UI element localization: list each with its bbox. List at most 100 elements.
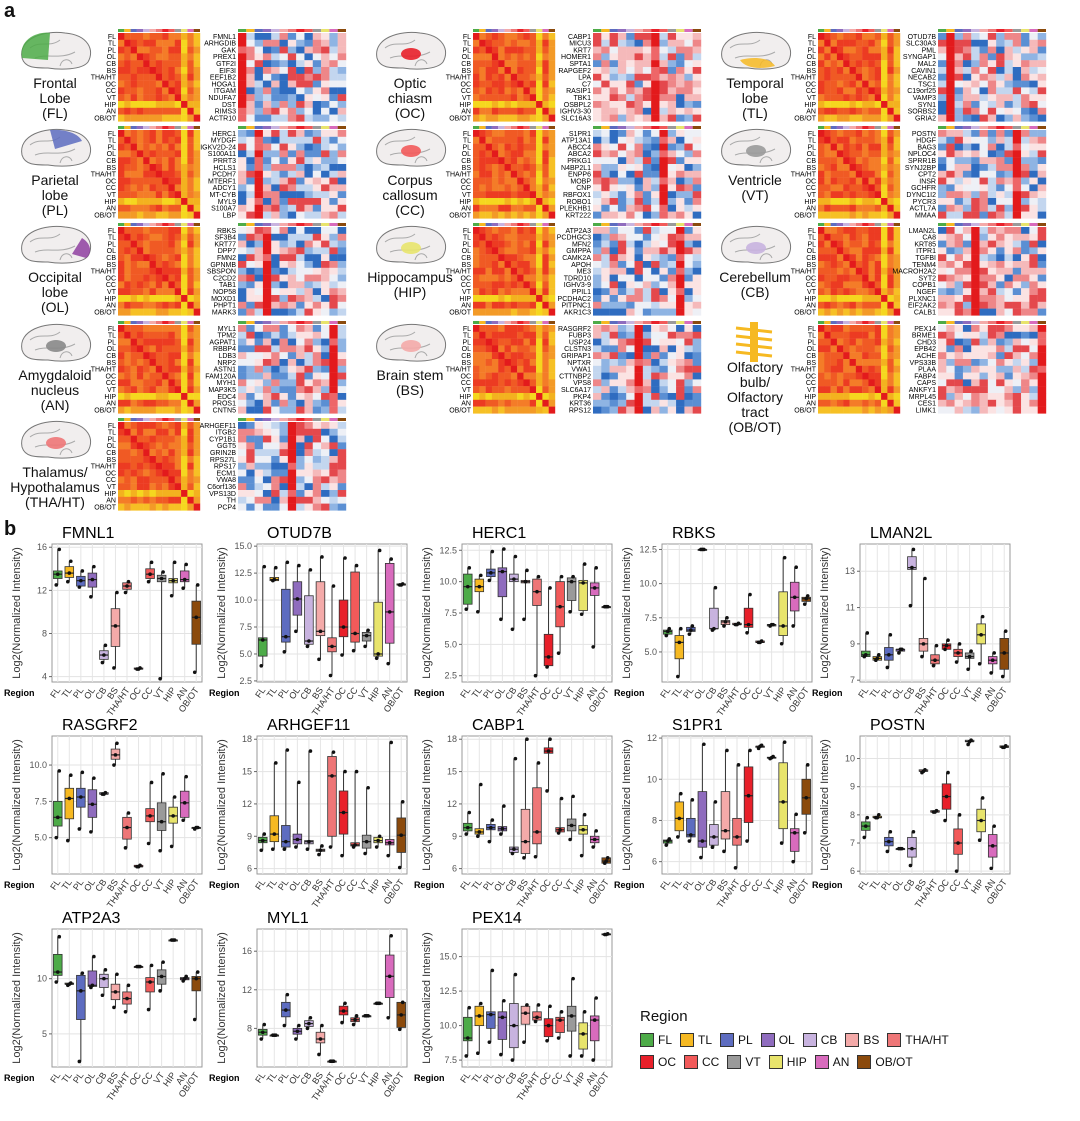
corr-cell: [162, 338, 169, 346]
gene-cell: [262, 204, 272, 212]
corr-cell: [893, 177, 901, 185]
region-color-strip: [676, 29, 685, 32]
gene-cell: [254, 428, 264, 436]
corr-cell: [893, 143, 901, 151]
corr-cell: [849, 73, 857, 81]
corr-row-label: TL: [463, 333, 471, 340]
corr-cell: [143, 204, 150, 212]
gene-cell: [946, 157, 955, 165]
corr-cell: [881, 365, 888, 373]
corr-cell: [836, 211, 844, 219]
corr-cell: [548, 170, 556, 178]
gene-cell: [979, 191, 989, 199]
corr-cell: [862, 39, 869, 47]
corr-cell: [542, 114, 549, 122]
gene-cell: [659, 130, 668, 137]
corr-cell: [855, 143, 863, 151]
region-color-strip: [262, 223, 272, 226]
corr-cell: [510, 60, 518, 68]
corr-cell: [136, 33, 144, 40]
region-color-strip: [473, 223, 480, 226]
corr-cell: [517, 240, 524, 248]
gene-cell: [254, 107, 264, 115]
gene-label: MOBP: [570, 178, 591, 185]
region-color-strip: [593, 223, 602, 226]
gene-cell: [296, 372, 305, 380]
corr-cell: [517, 191, 524, 199]
gene-cell: [254, 114, 264, 122]
gene-cell: [1037, 157, 1047, 165]
heatmap-panel: Temporal lobe (TL) FL TL PL OL CB BS THA/HT OC CC VT…: [700, 28, 1052, 125]
region-color-strip: [485, 321, 492, 324]
corr-cell: [536, 114, 543, 122]
corr-cell: [893, 325, 901, 332]
corr-row-label: VT: [807, 289, 817, 296]
corr-cell: [162, 80, 169, 88]
corr-cell: [548, 130, 556, 137]
gene-cell: [321, 274, 330, 282]
region-color-strip: [548, 126, 555, 129]
corr-cell: [118, 267, 125, 275]
gene-cell: [987, 191, 997, 199]
corr-cell: [536, 130, 543, 137]
gene-cell: [946, 301, 955, 309]
region-color-strip: [1021, 29, 1030, 32]
corr-cell: [548, 198, 556, 205]
corr-cell: [193, 456, 201, 463]
corr-cell: [491, 295, 499, 302]
gene-cell: [954, 114, 964, 122]
gene-label: ITGB2: [216, 430, 236, 437]
gene-cell: [996, 184, 1005, 192]
gene-cell: [1029, 227, 1038, 234]
corr-cell: [485, 233, 493, 241]
region-name-line: Olfactory: [726, 359, 783, 375]
gene-cell: [684, 345, 693, 353]
corr-row-label: OB/OT: [794, 212, 817, 219]
region-color-strip: [979, 223, 988, 226]
region-color-strip: [304, 418, 313, 421]
corr-cell: [517, 184, 524, 192]
gene-cell: [271, 483, 280, 491]
gene-cell: [279, 422, 289, 429]
corr-cell: [548, 211, 556, 219]
corr-cell: [818, 301, 825, 309]
gene-cell: [321, 295, 330, 302]
gene-cell: [254, 170, 264, 178]
corr-row-label: THA/HT: [791, 269, 817, 276]
corr-cell: [498, 107, 505, 115]
gene-cell: [1037, 60, 1047, 68]
corr-cell: [510, 53, 518, 61]
gene-cell: [279, 53, 289, 61]
corr-cell: [542, 338, 549, 346]
region-color-strip: [271, 321, 280, 324]
gene-label: S1PR1: [569, 131, 591, 138]
corr-cell: [149, 114, 157, 122]
gene-cell: [676, 184, 685, 192]
region-color-strip: [174, 223, 182, 226]
corr-cell: [149, 325, 157, 332]
corr-cell: [193, 435, 201, 443]
corr-cell: [824, 352, 831, 360]
gene-cell: [601, 67, 610, 74]
gene-cell: [996, 101, 1005, 108]
gene-cell: [321, 288, 330, 296]
gene-cell: [1037, 87, 1047, 95]
corr-cell: [836, 170, 844, 178]
corr-cell: [118, 399, 125, 407]
corr-cell: [818, 274, 825, 282]
gene-cell: [287, 372, 297, 380]
corr-cell: [143, 184, 150, 192]
corr-cell: [174, 198, 182, 205]
gene-cell: [304, 386, 313, 394]
corr-cell: [187, 301, 194, 309]
corr-cell: [855, 164, 863, 171]
corr-cell: [542, 352, 549, 360]
gene-cell: [312, 87, 322, 95]
corr-cell: [479, 301, 486, 309]
corr-cell: [874, 130, 882, 137]
corr-cell: [874, 233, 882, 241]
gene-cell: [287, 73, 297, 81]
gene-cell: [254, 94, 264, 102]
gene-cell: [262, 399, 272, 407]
corr-cell: [529, 73, 537, 81]
